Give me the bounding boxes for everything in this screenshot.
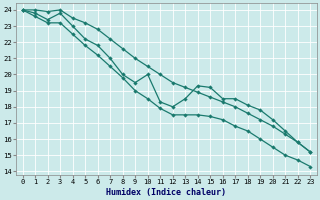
X-axis label: Humidex (Indice chaleur): Humidex (Indice chaleur) [107,188,227,197]
